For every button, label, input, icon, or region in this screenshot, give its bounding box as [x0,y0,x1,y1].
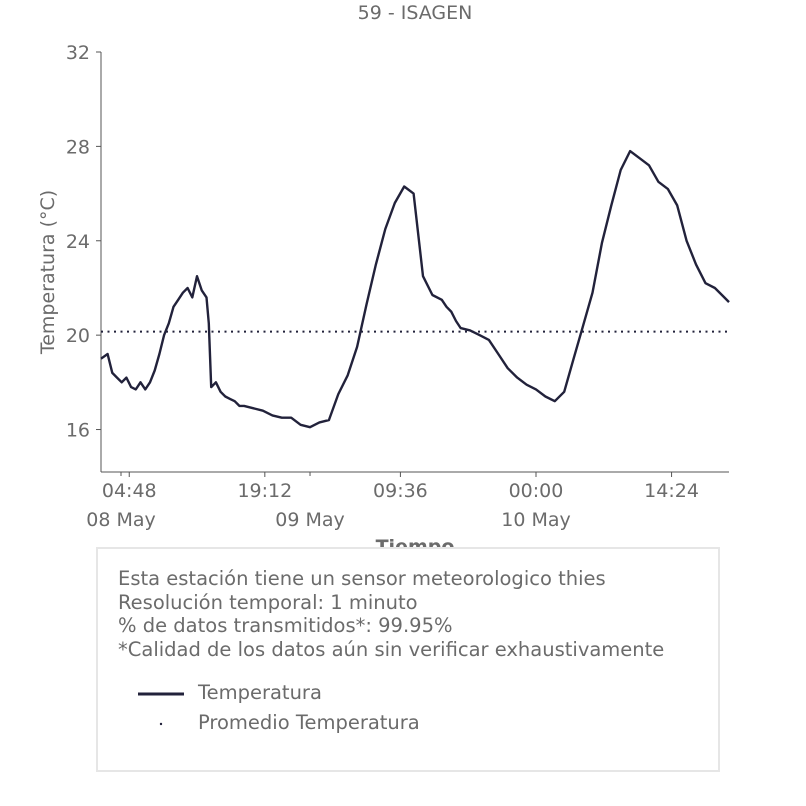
axes [96,51,729,477]
x-tick-label: 14:24 [644,480,699,502]
legend-label-promedio: Promedio Temperatura [198,711,420,734]
y-tick-label: 20 [66,325,90,347]
x-tick-label: 04:48 [102,480,157,502]
info-sensor: Esta estación tiene un sensor meteorolog… [118,567,606,590]
info-resolution: Resolución temporal: 1 minuto [118,590,418,614]
temperature-chart: 16 20 24 28 32 04:48 19:12 09:36 00:00 14:24 08 Ma… [37,42,730,558]
x-tick-label: 19:12 [237,480,292,502]
legend-swatch-dotted [159,722,163,726]
date-tick-label: 10 May [501,509,571,531]
y-tick-label: 28 [66,136,90,158]
info-quality-note: *Calidad de los datos aún sin verificar … [118,637,665,661]
y-tick-label: 24 [66,231,90,253]
x-tick-label: 09:36 [373,480,428,502]
plot-area [100,149,730,429]
date-tick-label: 09 May [275,509,345,531]
y-tick-label: 32 [66,42,90,64]
legend-swatch-solid [138,692,184,696]
station-info: Esta estación tiene un sensor meteorolog… [118,567,664,661]
legend-label-temperatura: Temperatura [198,681,322,704]
y-axis-label: Temperatura (°C) [37,190,59,355]
info-transmitted: % de datos transmitidos*: 99.95% [118,614,453,637]
chart-title: 59 - ISAGEN [357,2,473,24]
legend-box: Esta estación tiene un sensor meteorolog… [96,547,720,772]
date-tick-label: 08 May [86,509,156,531]
x-tick-label: 00:00 [509,480,564,502]
y-tick-label: 16 [66,420,90,442]
temperature-line [100,149,730,429]
